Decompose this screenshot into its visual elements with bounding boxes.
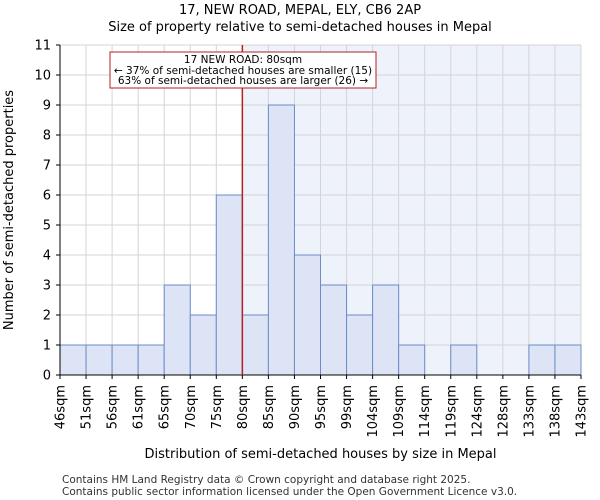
histogram-bar xyxy=(137,344,165,376)
y-tick-label: 3 xyxy=(43,279,51,294)
histogram-bar xyxy=(241,314,269,376)
x-tick-label: 128sqm xyxy=(496,385,511,438)
y-tick-label: 2 xyxy=(43,309,51,324)
histogram-bar xyxy=(554,344,582,376)
x-tick-label: 124sqm xyxy=(470,385,485,438)
x-axis-title: Distribution of semi-detached houses by … xyxy=(144,447,496,462)
annotation-larger: 63% of semi-detached houses are larger (… xyxy=(118,75,369,87)
histogram-bar xyxy=(163,284,191,376)
x-tick-label: 61sqm xyxy=(132,385,147,429)
histogram-bar xyxy=(450,344,478,376)
chart-title: Size of property relative to semi-detach… xyxy=(108,20,492,35)
histogram-bar xyxy=(189,314,217,376)
y-tick-label: 0 xyxy=(43,369,51,384)
x-tick-label: 133sqm xyxy=(522,385,537,438)
x-tick-label: 85sqm xyxy=(262,385,277,429)
y-tick-label: 8 xyxy=(43,129,51,144)
y-tick-label: 1 xyxy=(43,339,51,354)
histogram-bar xyxy=(346,314,374,376)
x-tick-label: 114sqm xyxy=(418,385,433,438)
y-tick-label: 5 xyxy=(43,219,51,234)
x-tick-label: 109sqm xyxy=(392,385,407,438)
y-tick-label: 4 xyxy=(43,249,51,264)
x-tick-label: 51sqm xyxy=(80,385,95,429)
y-tick-label: 9 xyxy=(43,99,51,114)
histogram-bar xyxy=(293,254,322,376)
x-tick-label: 65sqm xyxy=(158,385,173,429)
histogram-bar xyxy=(111,344,139,376)
x-tick-label: 75sqm xyxy=(210,385,225,429)
histogram-chart: 0 1 2 3 4 5 6 7 8 9 10 11 46sqm 51sqm 56sqm 61sqm 65sqm 7… xyxy=(2,39,590,463)
y-tick-label: 6 xyxy=(43,189,51,204)
histogram-bar xyxy=(398,344,426,376)
histogram-bar xyxy=(372,284,400,376)
x-tick-label: 80sqm xyxy=(236,385,251,429)
histogram-bar xyxy=(528,344,556,376)
x-tick-label: 143sqm xyxy=(575,385,590,438)
x-tick-label: 95sqm xyxy=(314,385,329,429)
x-tick-label: 104sqm xyxy=(366,385,381,438)
y-axis-title: Number of semi-detached properties xyxy=(2,90,17,330)
histogram-bar xyxy=(267,104,295,376)
x-tick-label: 99sqm xyxy=(340,385,355,429)
y-tick-label: 11 xyxy=(34,39,51,54)
histogram-bar xyxy=(59,344,87,376)
histogram-bar xyxy=(320,284,348,376)
x-tick-label: 46sqm xyxy=(54,385,69,429)
x-tick-label: 90sqm xyxy=(288,385,303,429)
y-tick-label: 7 xyxy=(43,159,51,174)
footer-licence: Contains public sector information licen… xyxy=(62,486,518,498)
annotation-box xyxy=(109,51,377,89)
x-tick-label: 56sqm xyxy=(106,385,121,429)
x-tick-label: 138sqm xyxy=(548,385,563,438)
chart-title-address: 17, NEW ROAD, MEPAL, ELY, CB6 2AP xyxy=(178,3,422,18)
x-tick-label: 70sqm xyxy=(184,385,199,429)
y-tick-label: 10 xyxy=(34,69,51,84)
annotation-title: 17 NEW ROAD: 80sqm xyxy=(184,54,302,66)
annotation-smaller: ← 37% of semi-detached houses are smalle… xyxy=(114,65,372,77)
footer-copyright: Contains HM Land Registry data © Crown c… xyxy=(62,474,471,486)
histogram-bar xyxy=(215,194,243,376)
histogram-bar xyxy=(85,344,113,376)
x-tick-label: 119sqm xyxy=(444,385,459,438)
